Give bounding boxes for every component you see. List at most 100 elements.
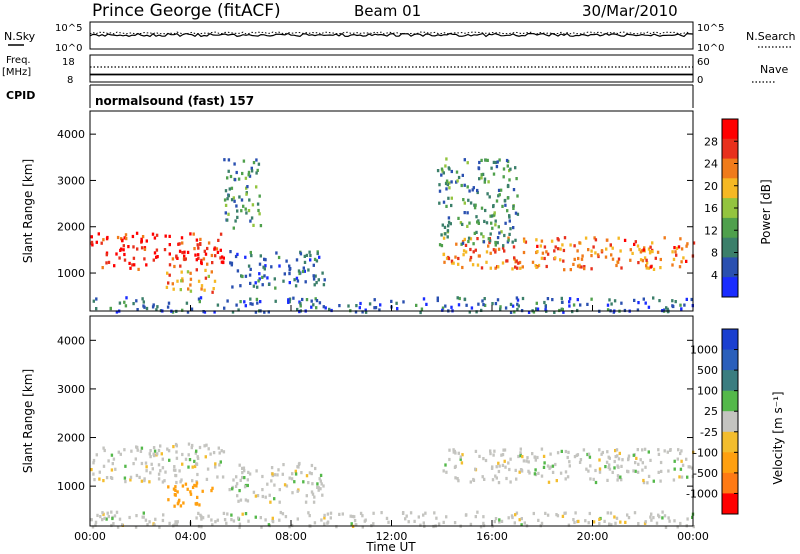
velocity-cell-4: [584, 519, 587, 523]
velocity-cell-3: [566, 455, 569, 460]
velocity-cell-3: [680, 459, 683, 463]
velocity-cell-4: [118, 517, 122, 521]
power-cell-6: [516, 302, 519, 306]
velocity-cell-3: [498, 464, 501, 468]
power-cell-2: [303, 260, 307, 264]
velocity-cell-4: [214, 520, 217, 524]
power-cell-3: [257, 208, 260, 213]
power-cell-5: [508, 215, 511, 219]
power-cell-5: [440, 244, 444, 248]
velocity-cell-4: [453, 521, 457, 525]
velocity-ytick-label: 3000: [57, 383, 85, 396]
velocity-cell-3: [528, 471, 531, 475]
velocity-cell-3: [460, 461, 464, 465]
velocity-cell-3: [459, 455, 462, 459]
power-cell-5: [445, 204, 448, 208]
velocity-cell-3: [521, 455, 524, 459]
power-cell-4: [636, 244, 640, 248]
power-cell-4: [623, 238, 627, 242]
velocity-cell-0: [178, 469, 181, 473]
power-cell-5: [508, 232, 511, 236]
freq-panel: Freq. [MHz] 18 8 60 0 Nave: [2, 54, 788, 86]
power-cell-6: [197, 297, 201, 301]
velocity-cell-3: [444, 463, 447, 467]
power-cell-4: [654, 256, 657, 260]
velocity-cell-3: [660, 469, 663, 473]
power-cell-6: [527, 310, 531, 314]
power-cell-5: [440, 233, 443, 237]
power-cell-0: [124, 233, 128, 237]
velocity-cell-2: [317, 485, 320, 490]
power-cell-6: [652, 296, 655, 300]
velocity-cell-4: [103, 516, 106, 520]
velocity-colorbar-block: [722, 493, 738, 515]
velocity-cell-3: [685, 457, 688, 461]
velocity-cell-3: [608, 467, 612, 471]
power-cell-2: [304, 280, 307, 284]
velocity-cell-1: [179, 504, 183, 508]
power-cell-0: [156, 255, 159, 259]
velocity-cell-2: [241, 466, 244, 470]
velocity-cell-3: [490, 466, 494, 470]
power-cell-2: [258, 272, 261, 276]
velocity-cell-3: [474, 467, 477, 471]
power-cell-2: [236, 269, 240, 273]
velocity-cell-2: [300, 471, 303, 475]
power-cell-4: [600, 249, 604, 253]
power-colorbar-tick-label: 16: [704, 202, 718, 215]
velocity-cell-4: [210, 518, 213, 522]
power-cell-5: [492, 160, 496, 164]
power-cell-5: [502, 167, 506, 171]
power-cell-3: [232, 196, 235, 200]
power-cell-3: [246, 185, 249, 189]
power-cell-2: [315, 281, 318, 285]
power-cell-4: [569, 268, 572, 272]
velocity-cell-3: [457, 451, 460, 455]
nsky-tick-left-bottom: 10^0: [55, 43, 82, 54]
power-cell-5: [467, 236, 471, 240]
power-cell-0: [102, 238, 105, 242]
power-cell-3: [227, 169, 230, 173]
power-cell-0: [123, 258, 127, 262]
velocity-cell-3: [442, 469, 445, 473]
velocity-cell-3: [582, 448, 586, 452]
power-cell-5: [497, 225, 500, 229]
x-axis-ticks: 00:00 04:00 08:00 12:00 16:00 20:00 00:00: [74, 305, 709, 543]
velocity-cell-2: [261, 488, 264, 492]
velocity-cell-2: [319, 473, 323, 477]
velocity-cell-0: [167, 449, 171, 453]
power-cell-6: [483, 303, 487, 307]
power-cell-2: [252, 284, 256, 288]
power-cell-5: [500, 230, 503, 234]
velocity-cell-0: [95, 453, 98, 457]
velocity-cell-2: [252, 490, 256, 494]
power-cell-6: [396, 307, 399, 311]
velocity-cell-3: [634, 469, 637, 473]
power-cell-2: [249, 281, 252, 285]
power-cell-2: [261, 283, 264, 287]
power-cell-6: [243, 300, 246, 304]
power-cell-5: [516, 212, 520, 216]
power-cell-2: [312, 274, 315, 278]
power-cell-0: [189, 232, 192, 236]
power-cell-5: [498, 193, 501, 197]
power-cell-5: [455, 170, 459, 174]
power-cell-6: [166, 305, 170, 309]
power-cell-6: [301, 297, 304, 302]
power-cell-4: [659, 257, 662, 262]
power-cell-0: [143, 247, 147, 251]
power-cell-5: [444, 164, 447, 168]
power-cell-5: [442, 200, 446, 204]
velocity-cell-4: [474, 515, 477, 519]
velocity-cell-4: [230, 518, 233, 522]
power-cell-6: [155, 308, 158, 312]
velocity-cell-0: [117, 450, 120, 454]
power-cell-5: [502, 244, 505, 248]
power-cell-5: [496, 160, 499, 164]
power-cell-3: [242, 159, 246, 163]
velocity-cell-3: [459, 457, 462, 461]
power-cell-0: [184, 257, 187, 261]
power-cell-6: [644, 301, 647, 305]
power-cell-6: [254, 310, 258, 314]
power-cell-4: [540, 239, 544, 243]
